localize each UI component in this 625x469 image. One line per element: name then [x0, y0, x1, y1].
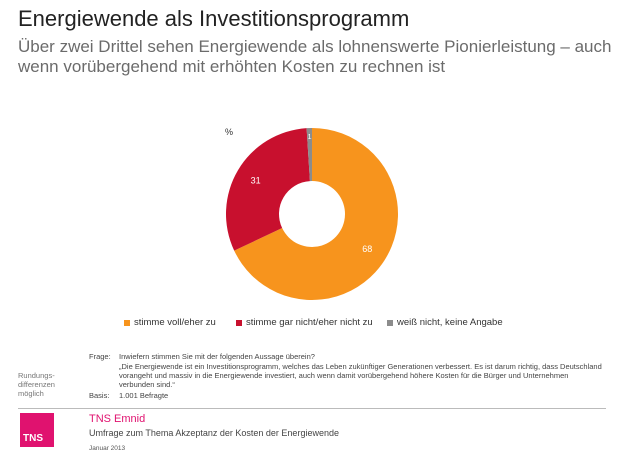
- page-title: Energiewende als Investitionsprogramm: [18, 6, 410, 31]
- legend-item-disagree: stimme gar nicht/eher nicht zu: [236, 317, 373, 328]
- data-label-unknown: 1: [308, 134, 312, 141]
- unit-label: %: [225, 127, 234, 137]
- data-label-disagree: 31: [251, 176, 261, 186]
- footer-divider: [18, 408, 606, 409]
- legend-item-unknown: weiß nicht, keine Angabe: [387, 317, 503, 328]
- legend-swatch-disagree: [236, 319, 242, 326]
- page-subtitle: Über zwei Drittel sehen Energiewende als…: [18, 37, 612, 76]
- data-label-agree: 68: [362, 244, 372, 254]
- brand-name: TNS Emnid: [89, 413, 146, 425]
- slice-unknown: [306, 128, 312, 182]
- slice-disagree: [226, 128, 310, 251]
- legend-swatch-agree: [124, 319, 130, 326]
- legend-label-disagree: stimme gar nicht/eher nicht zu: [246, 317, 373, 328]
- report-date: Januar 2013: [89, 445, 126, 452]
- logo-text: TNS: [23, 433, 43, 444]
- slice-agree: [234, 128, 398, 300]
- basis-text: 1.001 Befragte: [119, 391, 169, 400]
- report-title: Umfrage zum Thema Akzeptanz der Kosten d…: [89, 428, 339, 438]
- basis-label: Basis:: [89, 391, 110, 400]
- legend-swatch-unknown: [387, 319, 393, 326]
- question-text: „Die Energiewende ist ein Investitionspr…: [119, 362, 602, 389]
- legend-label-unknown: weiß nicht, keine Angabe: [397, 317, 503, 328]
- rounding-note: Rundungs- differenzen möglich: [18, 371, 55, 398]
- chart-legend: stimme voll/eher zu stimme gar nicht/ehe…: [0, 317, 625, 331]
- question-label: Frage:: [89, 352, 111, 361]
- legend-label-agree: stimme voll/eher zu: [134, 317, 216, 328]
- legend-item-agree: stimme voll/eher zu: [124, 317, 216, 328]
- question-intro: Inwiefern stimmen Sie mit der folgenden …: [119, 352, 315, 361]
- tns-logo: TNS: [20, 413, 54, 447]
